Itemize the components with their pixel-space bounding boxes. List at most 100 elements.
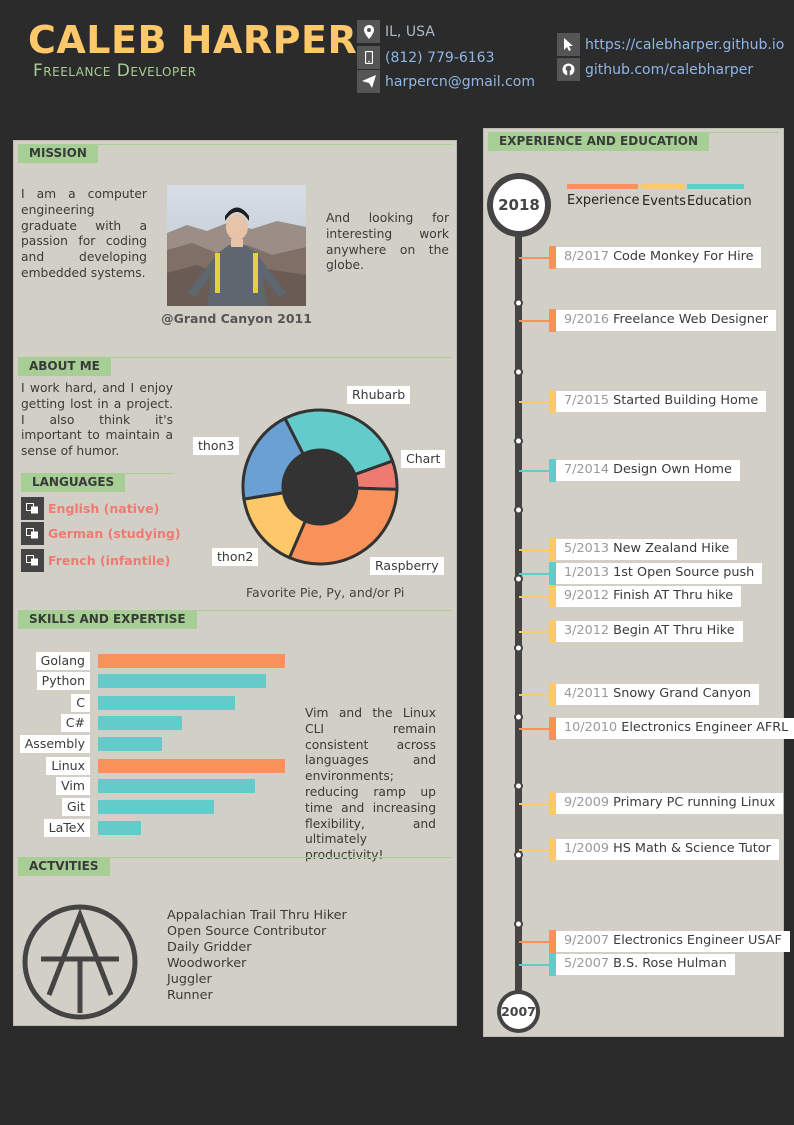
- timeline-year-dot: [514, 505, 523, 515]
- skill-label: C#: [60, 714, 90, 732]
- timeline-item: 9/2016 Freelance Web Designer: [519, 309, 777, 332]
- timeline-swatch: [549, 562, 556, 585]
- timeline-item: 4/2011 Snowy Grand Canyon: [519, 683, 760, 706]
- pie-center: [283, 450, 357, 524]
- timeline-tick: [519, 469, 549, 472]
- timeline-date: 1/2009: [564, 841, 610, 856]
- timeline-item: 10/2010 Electronics Engineer AFRL: [519, 717, 794, 740]
- timeline-text: Snowy Grand Canyon: [613, 686, 752, 701]
- phone-icon: [357, 46, 380, 69]
- photo-caption: @Grand Canyon 2011: [161, 311, 312, 326]
- timeline-text: Begin AT Thru Hike: [613, 623, 735, 638]
- languages-heading: LANGUAGES: [21, 473, 126, 492]
- timeline-label: 4/2011 Snowy Grand Canyon: [556, 684, 760, 705]
- legend-swatch-education: [687, 184, 744, 189]
- timeline-line: [515, 234, 522, 998]
- timeline-swatch: [549, 246, 556, 269]
- year-end: 2007: [501, 994, 536, 1029]
- languages-rule: [118, 473, 173, 474]
- skills-rule: [184, 610, 452, 611]
- candidate-title: Freelance Developer: [33, 61, 197, 81]
- timeline-date: 9/2007: [564, 933, 610, 948]
- timeline-date: 4/2011: [564, 686, 610, 701]
- timeline-date: 5/2013: [564, 541, 610, 556]
- year-start: 2018: [493, 179, 545, 231]
- at-logo: [22, 904, 138, 1020]
- timeline-item: 7/2014 Design Own Home: [519, 459, 740, 482]
- language-icon: [21, 549, 44, 572]
- timeline-date: 5/2007: [564, 956, 610, 971]
- timeline-year-dot: [514, 712, 523, 722]
- timeline-text: Design Own Home: [613, 462, 732, 477]
- about-heading: ABOUT ME: [18, 357, 111, 376]
- timeline-text: Freelance Web Designer: [613, 312, 769, 327]
- timeline-date: 3/2012: [564, 623, 610, 638]
- skill-label: Linux: [46, 757, 90, 775]
- pie-label-thon3: thon3: [193, 437, 240, 455]
- timeline-swatch: [549, 538, 556, 561]
- timeline-item: 7/2015 Started Building Home: [519, 390, 767, 413]
- timeline-item: 5/2013 New Zealand Hike: [519, 538, 738, 561]
- timeline-year-dot: [514, 643, 523, 653]
- activity-item: Woodworker: [167, 956, 247, 971]
- skill-bar: [98, 759, 285, 773]
- timeline-text: Electronics Engineer AFRL: [621, 720, 789, 735]
- timeline-label: 7/2015 Started Building Home: [556, 391, 767, 412]
- timeline-swatch: [549, 717, 556, 740]
- timeline-text: New Zealand Hike: [613, 541, 730, 556]
- favorite-pie-chart: [241, 408, 399, 566]
- skill-label: Git: [61, 798, 90, 816]
- pie-label-rhubarb: Rhubarb: [347, 386, 411, 404]
- legend-experience: Experience: [567, 193, 640, 208]
- contact-location: IL, USA: [357, 20, 435, 43]
- contact-email: harpercn@gmail.com: [357, 70, 535, 93]
- timeline-label: 7/2014 Design Own Home: [556, 460, 740, 481]
- about-rule: [106, 357, 452, 358]
- mission-rule: [91, 144, 452, 145]
- timeline-item: 5/2007 B.S. Rose Hulman: [519, 953, 735, 976]
- timeline-label: 10/2010 Electronics Engineer AFRL: [556, 718, 794, 739]
- activity-item: Appalachian Trail Thru Hiker: [167, 908, 347, 923]
- activities-heading: ACTVITIES: [18, 857, 110, 876]
- legend-events: Events: [642, 194, 687, 209]
- timeline-date: 8/2017: [564, 249, 610, 264]
- about-text: I work hard, and I enjoy getting lost in…: [21, 381, 173, 459]
- timeline-text: Primary PC running Linux: [613, 795, 776, 810]
- timeline-dots: [514, 298, 523, 929]
- profile-photo: [167, 185, 306, 306]
- timeline-label: 9/2016 Freelance Web Designer: [556, 310, 777, 331]
- skill-bar: [98, 821, 141, 835]
- language-item: German (studying): [21, 522, 181, 545]
- timeline-tick: [519, 548, 549, 551]
- activity-item: Runner: [167, 988, 213, 1003]
- timeline-item: 9/2007 Electronics Engineer USAF: [519, 930, 790, 953]
- skill-label: LaTeX: [43, 819, 90, 837]
- timeline-tick: [519, 256, 549, 259]
- timeline-swatch: [549, 953, 556, 976]
- skill-bar: [98, 654, 285, 668]
- timeline-tick: [519, 595, 549, 598]
- activity-item: Juggler: [167, 972, 212, 987]
- timeline-date: 9/2016: [564, 312, 610, 327]
- timeline-swatch: [549, 792, 556, 815]
- activities-rule: [101, 857, 452, 858]
- timeline-year-dot: [514, 367, 523, 377]
- timeline-text: Finish AT Thru hike: [613, 588, 734, 603]
- timeline-tick: [519, 802, 549, 805]
- pie-slice: [287, 486, 399, 566]
- timeline-label: 9/2009 Primary PC running Linux: [556, 793, 784, 814]
- skill-bar: [98, 737, 162, 751]
- timeline-tick: [519, 940, 549, 943]
- timeline-swatch: [549, 620, 556, 643]
- contact-website: https://calebharper.github.io: [557, 33, 784, 56]
- candidate-name: CALEB HARPER: [28, 18, 358, 62]
- send-icon: [357, 70, 380, 93]
- timeline-swatch: [549, 838, 556, 861]
- pie-label-thon2: thon2: [212, 548, 259, 566]
- skill-label: Assembly: [19, 735, 90, 753]
- timeline-swatch: [549, 930, 556, 953]
- github-icon: [557, 58, 580, 81]
- timeline-year-dot: [514, 574, 523, 584]
- map-pin-icon: [357, 20, 380, 43]
- timeline-swatch: [549, 390, 556, 413]
